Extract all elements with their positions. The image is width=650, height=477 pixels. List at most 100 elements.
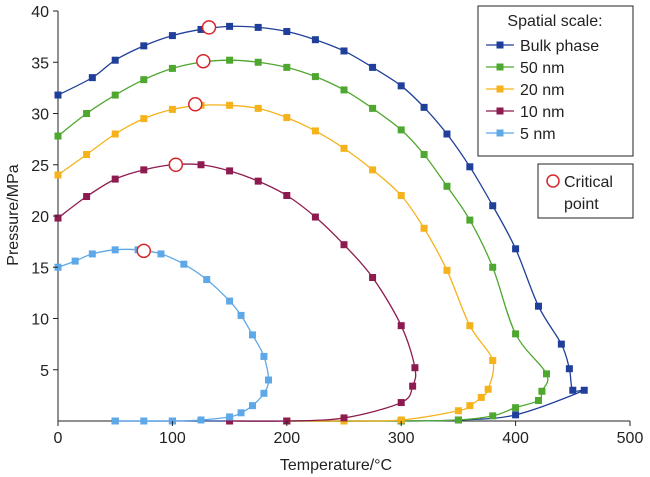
data-point xyxy=(226,413,234,421)
y-tick-label: 5 xyxy=(40,363,49,380)
series-3 xyxy=(54,101,497,425)
data-point xyxy=(397,82,405,90)
legend-label: 50 nm xyxy=(520,60,564,77)
data-point xyxy=(311,73,319,81)
data-point xyxy=(569,386,577,394)
data-point xyxy=(197,25,205,33)
data-point xyxy=(83,193,91,201)
data-point xyxy=(369,274,377,281)
legend-marker xyxy=(496,41,504,49)
series-2 xyxy=(54,56,550,425)
legend-marker xyxy=(496,129,504,137)
y-tick-label: 35 xyxy=(31,55,49,72)
data-point xyxy=(340,47,348,55)
data-point xyxy=(283,28,291,35)
data-point xyxy=(157,250,165,258)
data-point xyxy=(83,151,91,158)
data-point xyxy=(542,370,550,378)
data-point xyxy=(466,216,474,224)
data-point xyxy=(140,76,148,84)
y-tick-label: 25 xyxy=(31,158,49,175)
data-point xyxy=(111,91,119,99)
data-point xyxy=(111,246,119,254)
y-tick-label: 40 xyxy=(31,4,49,21)
data-point xyxy=(443,130,451,138)
critical-point-marker xyxy=(196,53,211,69)
data-point xyxy=(111,130,119,138)
data-point xyxy=(454,407,462,415)
data-point xyxy=(168,32,176,40)
series-layer xyxy=(54,22,588,425)
data-point xyxy=(411,364,419,372)
data-point xyxy=(226,101,234,109)
data-point xyxy=(397,416,405,424)
series-line xyxy=(57,59,549,422)
data-point xyxy=(397,399,405,407)
x-tick-label: 100 xyxy=(159,430,186,447)
data-point xyxy=(489,412,497,420)
data-point xyxy=(420,151,428,158)
data-point xyxy=(226,22,234,30)
data-point xyxy=(397,322,405,330)
series-line xyxy=(57,163,417,422)
data-point xyxy=(466,163,474,171)
data-point xyxy=(311,213,319,221)
critical-point-marker xyxy=(168,157,184,172)
data-point xyxy=(83,110,91,117)
data-point xyxy=(340,414,348,422)
y-tick-label: 15 xyxy=(31,260,49,277)
data-point xyxy=(283,114,291,122)
data-point xyxy=(512,411,520,419)
x-axis-title: Temperature/°C xyxy=(280,457,392,474)
y-tick-label: 30 xyxy=(31,107,49,124)
data-point xyxy=(369,63,377,71)
legend-label: 20 nm xyxy=(520,82,564,99)
legend-label: Bulk phase xyxy=(520,38,599,55)
data-point xyxy=(254,58,262,66)
data-point xyxy=(397,126,405,134)
data-point xyxy=(340,241,348,249)
data-point xyxy=(311,127,319,135)
data-point xyxy=(512,330,520,338)
critical-legend-label-line2: point xyxy=(564,196,599,213)
data-point xyxy=(565,365,573,373)
data-point xyxy=(88,250,96,258)
data-point xyxy=(340,144,348,152)
data-point xyxy=(140,417,148,425)
data-point xyxy=(369,104,377,112)
data-point xyxy=(254,104,262,112)
data-point xyxy=(71,257,79,265)
x-axis-ticks: 0 100 200 300 400 500 xyxy=(54,421,643,447)
series-5 xyxy=(54,246,272,425)
data-point xyxy=(168,105,176,113)
critical-legend-marker xyxy=(546,174,560,188)
data-point xyxy=(54,171,62,179)
data-point xyxy=(484,385,492,393)
legend-marker xyxy=(496,63,504,71)
data-point xyxy=(397,192,405,199)
x-tick-label: 200 xyxy=(273,430,300,447)
data-point xyxy=(489,357,497,365)
data-point xyxy=(111,417,119,425)
data-point xyxy=(489,263,497,271)
series-line xyxy=(57,104,495,422)
data-point xyxy=(111,56,119,64)
data-point xyxy=(226,297,234,305)
data-point xyxy=(466,402,474,410)
y-tick-label: 10 xyxy=(31,312,49,329)
data-point xyxy=(512,404,520,412)
legend-label: 10 nm xyxy=(520,104,564,121)
legend-marker xyxy=(496,85,504,93)
data-point xyxy=(264,376,272,384)
data-point xyxy=(489,202,497,210)
y-axis-title: Pressure/MPa xyxy=(5,164,22,265)
data-point xyxy=(409,382,417,390)
data-point xyxy=(237,311,245,319)
data-point xyxy=(443,266,451,274)
data-point xyxy=(203,276,211,284)
data-point xyxy=(580,386,588,394)
data-point xyxy=(180,260,188,268)
critical-point-marker xyxy=(201,20,217,35)
data-point xyxy=(283,63,291,71)
data-point xyxy=(88,74,96,82)
